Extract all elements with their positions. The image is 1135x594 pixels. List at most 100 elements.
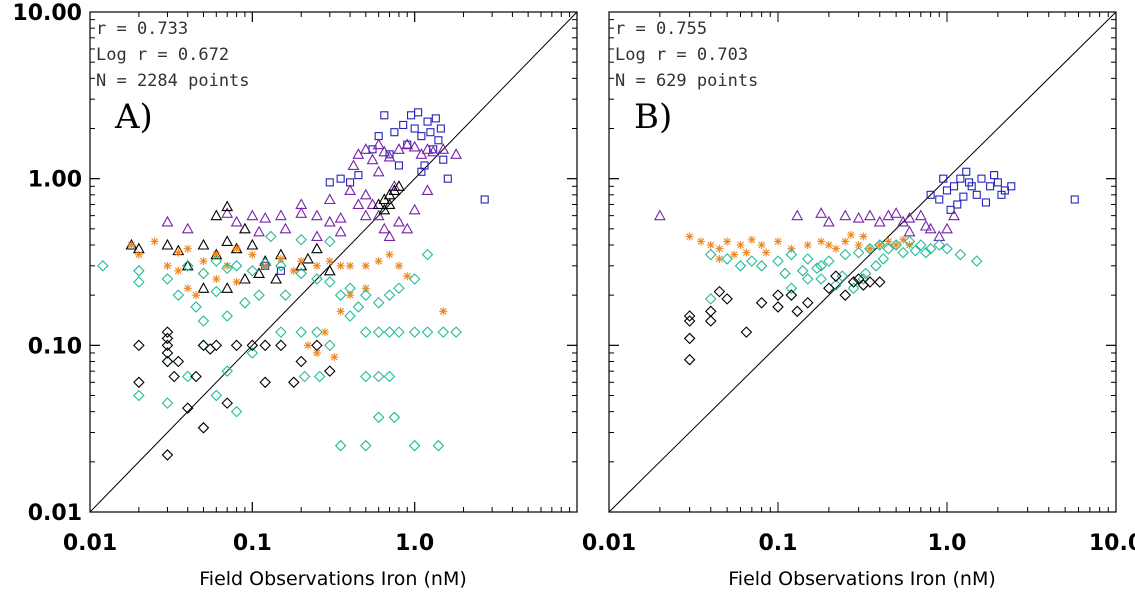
star-point — [127, 240, 136, 249]
triangle-point — [161, 215, 174, 227]
star-point — [330, 353, 339, 362]
triangle-point — [246, 238, 259, 250]
diamond-point — [847, 276, 860, 288]
diamond-point — [230, 260, 243, 272]
diamond-point — [683, 310, 696, 322]
diamond-point — [295, 233, 307, 246]
triangle-point — [253, 225, 265, 237]
diamond-point — [221, 397, 233, 409]
diamond-point — [298, 370, 311, 383]
diamond-point — [360, 370, 372, 383]
diamond-point — [924, 242, 937, 255]
diamond-point — [772, 255, 784, 267]
diamond-point — [334, 439, 347, 452]
diamond-point — [190, 301, 202, 313]
star-point — [762, 248, 771, 257]
triangle-point — [839, 209, 852, 221]
diamond-point — [450, 326, 462, 338]
diamond-point — [133, 276, 145, 288]
diamond-point — [181, 260, 194, 272]
diamond-point — [704, 315, 717, 327]
y-tick-label: 1.00 — [28, 168, 82, 193]
diamond-point — [197, 339, 210, 352]
diamond-point — [259, 376, 271, 389]
triangle-point — [181, 222, 194, 234]
square-point — [959, 192, 968, 201]
star-point — [831, 244, 840, 253]
diamond-point — [437, 326, 450, 338]
triangle-point — [378, 222, 391, 234]
diamond-point — [432, 439, 445, 452]
diamond-point — [785, 282, 798, 295]
diamond-point — [852, 246, 865, 259]
square-point — [394, 161, 403, 170]
diamond-point — [161, 339, 174, 352]
triangle-point — [295, 207, 308, 218]
square-point — [380, 111, 389, 120]
diamond-point — [372, 297, 385, 309]
x-axis-title: Field Observations Iron (nM) — [728, 568, 996, 590]
diamond-point — [172, 289, 185, 301]
diamond-point — [421, 248, 434, 261]
star-point — [385, 250, 394, 259]
diamond-point — [408, 439, 421, 452]
panel-label: A) — [114, 97, 153, 137]
star-point — [892, 240, 901, 249]
star-point — [859, 232, 868, 241]
diamond-point — [882, 242, 895, 255]
y-tick-label: 0.01 — [28, 501, 82, 526]
diamond-point — [161, 326, 174, 338]
x-axis-title: Field Observations Iron (nM) — [199, 568, 467, 590]
star-point — [817, 237, 826, 246]
diamond-point — [133, 389, 145, 402]
square-point — [417, 167, 426, 176]
square-point — [439, 155, 448, 164]
diamond-point — [823, 255, 835, 267]
triangle-point — [393, 215, 405, 227]
triangle-point — [295, 198, 308, 210]
diamond-point — [275, 339, 287, 352]
diamond-point — [746, 255, 758, 267]
diamond-point — [779, 267, 791, 280]
triangle-point — [359, 188, 372, 200]
diamond-point — [313, 370, 326, 383]
triangle-point — [815, 207, 828, 218]
triangle-point — [408, 140, 421, 152]
diamond-point — [295, 355, 307, 368]
star-point — [163, 261, 172, 270]
diamond-point — [97, 260, 109, 272]
star-point — [199, 257, 208, 266]
diamond-point — [190, 370, 202, 383]
diamond-point — [683, 315, 696, 327]
square-point — [336, 174, 345, 183]
square-point — [426, 128, 435, 137]
star-point — [192, 291, 201, 300]
diamond-point — [221, 262, 233, 275]
triangle-point — [948, 209, 960, 221]
triangle-point — [914, 209, 927, 221]
triangle-point — [903, 211, 916, 223]
diamond-point — [230, 339, 243, 352]
diamond-point — [801, 297, 814, 309]
triangle-point — [378, 145, 391, 157]
star-point — [174, 248, 183, 257]
star-point — [150, 237, 159, 246]
triangle-point — [274, 209, 287, 221]
diamond-point — [360, 439, 372, 452]
diamond-point — [181, 402, 194, 414]
diamond-point — [344, 310, 356, 322]
diamond-point — [372, 370, 385, 383]
square-point — [390, 128, 399, 137]
diamond-point — [388, 411, 401, 424]
square-point — [981, 198, 990, 207]
diamond-point — [181, 370, 194, 383]
star-point — [824, 240, 833, 249]
star-point — [757, 240, 766, 249]
diamond-point — [796, 265, 809, 277]
star-point — [346, 291, 355, 300]
triangle-point — [653, 209, 666, 221]
triangle-point — [924, 222, 937, 234]
star-point — [854, 240, 863, 249]
diamond-point — [168, 370, 180, 383]
triangle-point — [210, 209, 223, 221]
